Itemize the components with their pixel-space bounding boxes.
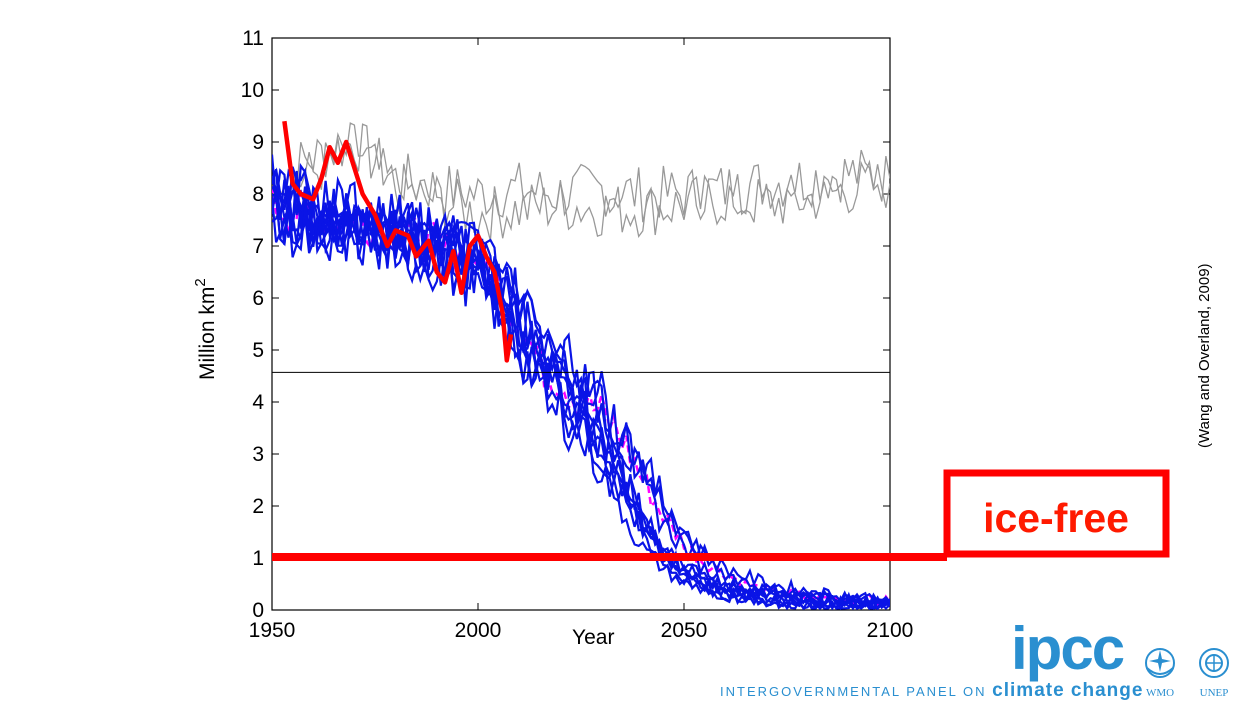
model-run-line bbox=[272, 176, 890, 610]
y-axis-label-superscript: 2 bbox=[192, 278, 209, 286]
ice-free-box bbox=[943, 469, 1170, 558]
x-tick-label: 2000 bbox=[455, 619, 502, 642]
x-tick-label: 1950 bbox=[249, 619, 296, 642]
observed-line bbox=[282, 120, 514, 363]
tagline-suffix: climate change bbox=[992, 680, 1144, 701]
tagline-prefix: INTERGOVERNMENTAL PANEL ON bbox=[720, 684, 987, 699]
wmo-text: WMO bbox=[1145, 687, 1175, 699]
model-run-line bbox=[272, 162, 890, 608]
y-tick-label: 10 bbox=[241, 79, 264, 102]
y-tick-label: 2 bbox=[252, 495, 264, 518]
y-tick-label: 1 bbox=[252, 547, 264, 570]
y-axis-label-text: Million km bbox=[196, 287, 219, 380]
control-run-line bbox=[272, 122, 890, 241]
x-tick-label: 2050 bbox=[661, 619, 708, 642]
y-tick-label: 4 bbox=[252, 391, 264, 414]
x-tick-labels: 1950 2000 2050 2100 bbox=[249, 619, 914, 642]
ipcc-logo: ipcc INTERGOVERNMENTAL PANEL ON climate … bbox=[720, 615, 1240, 718]
y-tick-label: 3 bbox=[252, 443, 264, 466]
y-tick-label: 9 bbox=[252, 131, 264, 154]
ice-free-label: ice-free bbox=[983, 495, 1129, 541]
series-group bbox=[272, 120, 890, 610]
y-tick-label: 11 bbox=[242, 27, 264, 50]
wmo-logo: WMO bbox=[1138, 644, 1182, 699]
ipcc-tagline: INTERGOVERNMENTAL PANEL ON climate chang… bbox=[720, 680, 1143, 702]
y-tick-label: 8 bbox=[252, 183, 264, 206]
ipcc-wordmark: ipcc bbox=[1011, 615, 1125, 682]
y-tick-label: 7 bbox=[252, 235, 264, 258]
unep-logo: UNEP bbox=[1192, 644, 1236, 699]
citation-text: (Wang and Overland, 2009) bbox=[1196, 263, 1213, 448]
model-run-line bbox=[272, 196, 890, 610]
y-tick-labels: 0 1 2 3 4 5 6 7 8 9 10 11 bbox=[241, 27, 265, 622]
unep-text: UNEP bbox=[1199, 687, 1229, 699]
y-tick-label: 6 bbox=[252, 287, 264, 310]
x-axis-label: Year bbox=[572, 626, 614, 649]
y-tick-label: 5 bbox=[252, 339, 264, 362]
unep-emblem-icon bbox=[1199, 648, 1229, 678]
plot-frame bbox=[271, 37, 891, 611]
y-tick-label: 0 bbox=[252, 599, 264, 622]
axis-ticks bbox=[271, 37, 891, 611]
wmo-emblem-icon bbox=[1145, 648, 1175, 678]
y-axis-label: Million km2 bbox=[192, 278, 219, 380]
x-tick-label: 2100 bbox=[867, 619, 914, 642]
